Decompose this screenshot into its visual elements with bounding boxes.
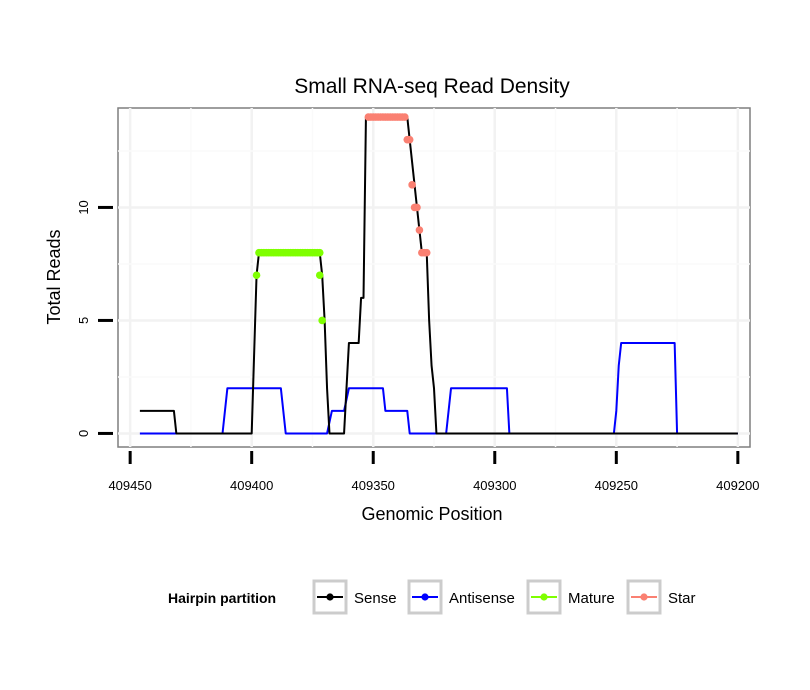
legend-label-antisense: Antisense	[449, 590, 515, 607]
star-point	[415, 226, 424, 234]
star-point	[401, 113, 409, 121]
legend-dot	[540, 593, 548, 601]
y-tick-label: 0	[76, 430, 91, 437]
antisense-line	[139, 342, 738, 435]
y-tick-label: 5	[76, 317, 91, 324]
series-antisense	[139, 342, 738, 435]
mature-point	[315, 271, 324, 280]
legend: Hairpin partition Sense Antisense Mature…	[168, 579, 696, 615]
star-point	[405, 135, 414, 144]
legend-title: Hairpin partition	[168, 590, 276, 606]
chart-title: Small RNA-seq Read Density	[294, 75, 570, 98]
series-layer	[139, 113, 738, 435]
y-tick-label: 10	[76, 200, 91, 214]
star-point	[413, 203, 421, 212]
legend-key-star	[626, 579, 662, 615]
x-axis-title: Genomic Position	[361, 504, 502, 524]
x-tick-label: 409350	[352, 478, 395, 493]
axes: 409450 409400 409350 409300 409250 409200 0 5 10	[76, 200, 760, 493]
x-tick-label: 409450	[108, 478, 151, 493]
mature-point	[315, 248, 324, 257]
x-tick-label: 409300	[473, 478, 516, 493]
star-point	[422, 248, 431, 257]
legend-label-star: Star	[668, 590, 696, 607]
legend-key-mature	[526, 579, 562, 615]
legend-key-sense	[312, 579, 348, 615]
y-axis-title: Total Reads	[44, 229, 64, 324]
series-mature	[252, 248, 326, 325]
legend-label-mature: Mature	[568, 590, 615, 607]
x-tick-label: 409250	[595, 478, 638, 493]
legend-key-antisense	[407, 579, 443, 615]
star-point	[408, 181, 416, 189]
legend-label-sense: Sense	[354, 590, 397, 607]
mature-point	[318, 316, 326, 325]
x-tick-label: 409200	[716, 478, 759, 493]
series-star	[364, 113, 431, 257]
mature-point	[252, 271, 261, 280]
legend-dot	[640, 593, 648, 601]
x-tick-label: 409400	[230, 478, 273, 493]
legend-dot	[421, 593, 429, 601]
legend-dot	[326, 593, 334, 601]
